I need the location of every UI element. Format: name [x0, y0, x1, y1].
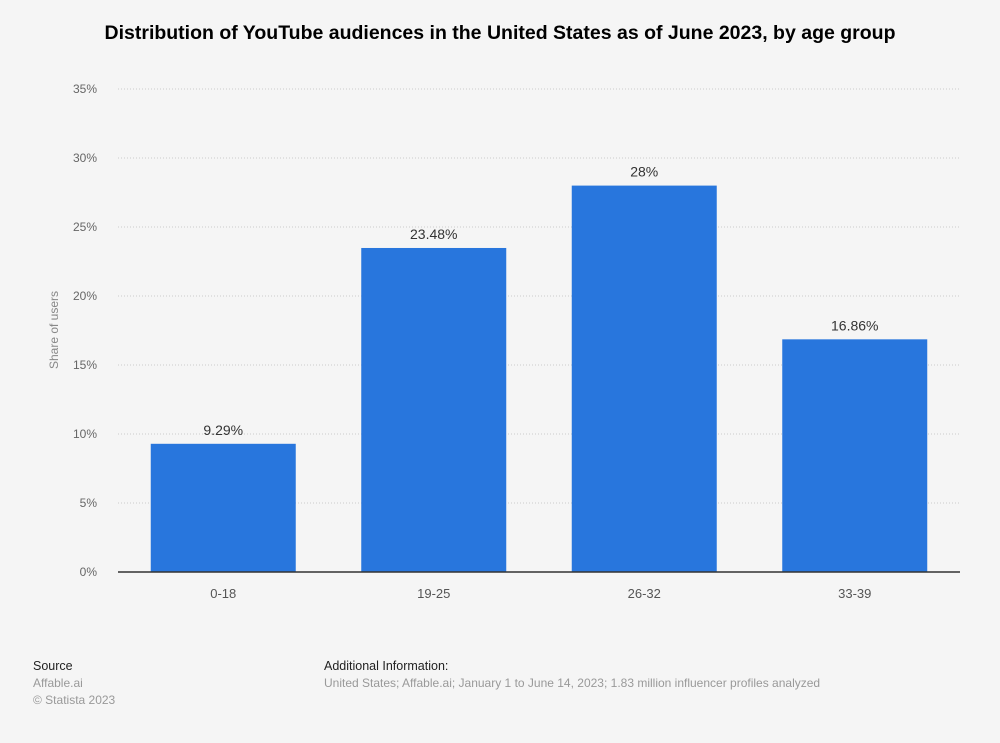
y-tick-label: 30%: [73, 151, 97, 165]
y-tick-label: 5%: [80, 496, 98, 510]
y-tick-label: 15%: [73, 358, 97, 372]
bar-0-18[interactable]: [150, 443, 296, 572]
additional-info-text: United States; Affable.ai; January 1 to …: [324, 676, 821, 690]
x-tick-label: 0-18: [210, 586, 236, 601]
bar-chart: 0% 5% 10% 15% 20% 25% 30% 35% Share of users 9.29…: [47, 82, 960, 601]
data-label: 23.48%: [410, 226, 457, 242]
additional-info-label: Additional Information:: [324, 659, 449, 673]
y-tick-label: 35%: [73, 82, 97, 96]
copyright: © Statista 2023: [33, 693, 116, 707]
source-value[interactable]: Affable.ai: [33, 676, 83, 690]
data-label: 28%: [630, 164, 658, 180]
additional-info-block: Additional Information: United States; A…: [324, 658, 820, 692]
x-tick-label: 19-25: [417, 586, 450, 601]
y-tick-label: 20%: [73, 289, 97, 303]
source-label: Source: [33, 659, 73, 673]
y-tick-label: 25%: [73, 220, 97, 234]
bar-26-32[interactable]: [571, 185, 717, 572]
bar-33-39[interactable]: [782, 339, 928, 572]
data-label: 9.29%: [203, 422, 243, 438]
y-tick-label: 10%: [73, 427, 97, 441]
source-block: Source Affable.ai © Statista 2023: [33, 658, 115, 709]
bar-19-25[interactable]: [361, 247, 507, 572]
x-tick-label: 33-39: [838, 586, 871, 601]
y-tick-label: 0%: [80, 565, 98, 579]
y-axis-label: Share of users: [47, 291, 61, 369]
chart-title: Distribution of YouTube audiences in the…: [104, 22, 896, 44]
x-tick-label: 26-32: [628, 586, 661, 601]
data-label: 16.86%: [831, 317, 878, 333]
